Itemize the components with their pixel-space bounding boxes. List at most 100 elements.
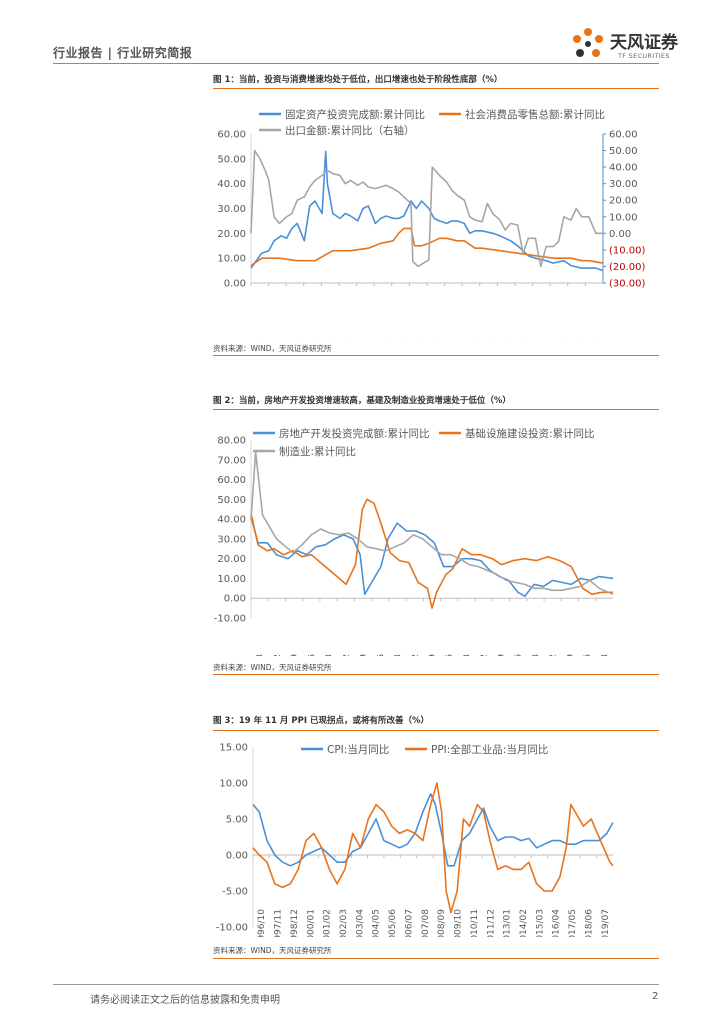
x-tick-label: 2003/04 xyxy=(355,909,365,937)
y-tick-label: 10.00 xyxy=(217,574,246,585)
x-tick-label: 2018-12 xyxy=(590,339,600,340)
x-tick-label: 2006/07 xyxy=(404,909,414,937)
y2-tick-label: (20.00) xyxy=(609,262,646,273)
x-tick-label: 2013/03 xyxy=(462,654,472,656)
x-tick-label: 2016-12 xyxy=(555,339,565,340)
legend-label: 制造业:累计同比 xyxy=(279,445,356,458)
x-tick-label: 2015-12 xyxy=(537,339,547,340)
figure-2-chart: -10.00 0.00 10.00 20.00 30.00 40.00 50.00 60.00… xyxy=(214,427,614,656)
header-rule xyxy=(53,63,659,64)
x-tick-label: 2003-12 xyxy=(326,339,336,340)
x-tick-label: 2018/06 xyxy=(583,654,593,656)
x-tick-label: 2013/12 xyxy=(480,654,490,656)
x-tick-label: 2004/12 xyxy=(273,654,283,656)
x-tick-label: 2008/09 xyxy=(359,654,369,656)
x-tick-label: 2010/12 xyxy=(411,654,421,656)
y2-tick-label: 0.00 xyxy=(609,229,631,240)
y-tick-label: 40.00 xyxy=(217,179,246,190)
logo-en-text: TF SECURITIES xyxy=(618,52,670,60)
x-tick-label: 2016/03 xyxy=(531,654,541,656)
x-tick-label: 2004/03 xyxy=(256,654,266,656)
x-tick-label: 2014-12 xyxy=(520,339,530,340)
x-tick-label: 2002/03 xyxy=(339,909,349,937)
legend-label: 固定资产投资完成额:累计同比 xyxy=(285,108,425,121)
y-tick-label: 50.00 xyxy=(217,154,246,165)
footer-rule xyxy=(53,984,659,985)
footer-disclaimer: 请务必阅读正文之后的信息披露和免责申明 xyxy=(90,995,280,1006)
series-line xyxy=(252,792,614,867)
x-tick-label: 2012-12 xyxy=(485,339,495,340)
y-tick-label: 20.00 xyxy=(217,554,246,565)
figure-2-rule xyxy=(213,409,659,410)
x-tick-label: 2007/03 xyxy=(325,654,335,656)
figure-2-title: 图 2：当前，房地产开发投资增速较高，基建及制造业投资增速处于低位（%） xyxy=(213,396,511,406)
x-tick-label: 2001-12 xyxy=(291,339,301,340)
x-tick-label: 2007-12 xyxy=(397,339,407,340)
x-tick-label: 2007/08 xyxy=(421,909,431,937)
series-line xyxy=(250,498,613,609)
x-tick-label: 2018/06 xyxy=(584,909,594,937)
x-tick-label: 2004/05 xyxy=(372,909,382,937)
y-tick-label: 80.00 xyxy=(217,436,246,447)
x-tick-label: 2001/02 xyxy=(323,909,333,937)
legend-label: PPI:全部工业品:当月同比 xyxy=(431,743,548,756)
series-line xyxy=(250,516,614,597)
series-line xyxy=(250,451,614,596)
series-line xyxy=(252,782,614,914)
y2-tick-label: 40.00 xyxy=(609,163,638,174)
figure-1-chart: 0.00 10.00 20.00 30.00 40.00 50.00 60.00 (30.00… xyxy=(217,108,646,340)
y-tick-label: 40.00 xyxy=(217,515,246,526)
x-tick-label: 2010-12 xyxy=(449,339,459,340)
y-tick-label: -10.00 xyxy=(214,614,246,625)
figure-2-bottom-rule xyxy=(213,674,659,675)
x-tick-label: 2010/11 xyxy=(470,909,480,937)
x-tick-label: 2005/09 xyxy=(290,654,300,656)
x-tick-label: 2008/09 xyxy=(437,909,447,937)
page-number: 2 xyxy=(652,991,659,1002)
x-tick-label: 2000-12 xyxy=(273,339,283,340)
x-tick-label: 2009/06 xyxy=(376,654,386,656)
x-tick-label: 2014/09 xyxy=(497,654,507,656)
x-tick-label: 2015/03 xyxy=(535,909,545,937)
x-tick-label: 2006/06 xyxy=(307,654,317,656)
y2-tick-label: 50.00 xyxy=(609,146,638,157)
logo-flower-icon xyxy=(573,28,603,57)
x-tick-label: 2005/06 xyxy=(388,909,398,937)
x-tick-label: 1998/12 xyxy=(290,909,300,937)
x-tick-label: 1999-12 xyxy=(256,339,266,340)
legend-label: 基础设施建设投资:累计同比 xyxy=(465,427,595,440)
figure-2-source: 资料来源：WIND，天风证券研究所 xyxy=(213,663,332,672)
legend-label: 出口金额:累计同比（右轴） xyxy=(285,124,415,137)
series-line xyxy=(250,150,604,272)
figure-1-rule xyxy=(213,88,659,89)
x-tick-label: 2000/01 xyxy=(306,909,316,937)
y-tick-label: 0.00 xyxy=(224,279,246,290)
y2-tick-label: (30.00) xyxy=(609,279,646,290)
x-tick-label: 2007/12 xyxy=(342,654,352,656)
y2-tick-label: (10.00) xyxy=(609,245,646,256)
x-tick-label: 2016/04 xyxy=(552,909,562,937)
y-tick-label: 70.00 xyxy=(217,455,246,466)
x-tick-label: 2014/02 xyxy=(519,909,529,937)
x-tick-label: 2013/01 xyxy=(503,909,513,937)
series-line xyxy=(250,149,603,268)
y-tick-label: 0.00 xyxy=(224,594,246,605)
legend-label: 社会消费品零售总额:累计同比 xyxy=(465,108,605,121)
logo-cn-text: 天风证券 xyxy=(610,33,678,53)
figure-1-source: 资料来源：WIND，天风证券研究所 xyxy=(213,344,332,353)
figure-3-title: 图 3：19 年 11 月 PPI 已现拐点，或将有所改善（%） xyxy=(213,716,429,726)
figure-3-chart: -10.00 -5.00 0.00 5.00 10.00 15.00 1996/10 1997… xyxy=(216,743,614,937)
x-tick-label: 2011/09 xyxy=(428,654,438,656)
y-tick-label: 15.00 xyxy=(219,743,248,754)
y-tick-label: 60.00 xyxy=(217,130,246,141)
x-tick-label: 2012/06 xyxy=(445,654,455,656)
x-tick-label: 2015/06 xyxy=(514,654,524,656)
x-tick-label: 2009-12 xyxy=(432,339,442,340)
x-tick-label: 1997/11 xyxy=(274,909,284,937)
x-tick-label: 2002-12 xyxy=(309,339,319,340)
x-tick-label: 2017-12 xyxy=(573,339,583,340)
y-tick-label: -5.00 xyxy=(222,887,248,898)
y-tick-label: 50.00 xyxy=(217,495,246,506)
y-tick-label: 20.00 xyxy=(217,229,246,240)
y-tick-label: 0.00 xyxy=(226,851,248,862)
